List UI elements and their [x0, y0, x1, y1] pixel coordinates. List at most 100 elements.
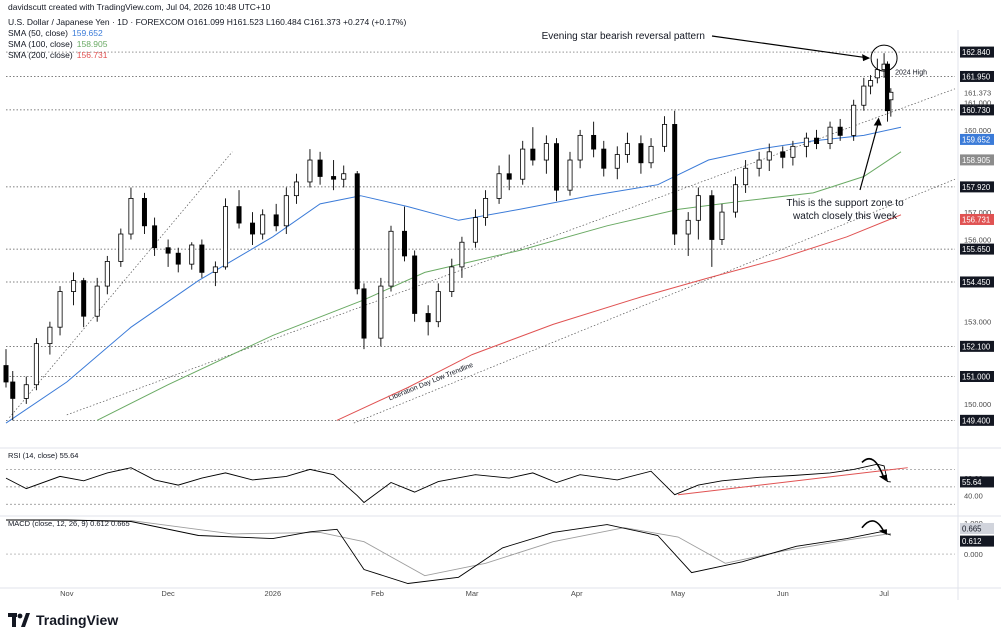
candle-body — [104, 261, 110, 287]
x-axis-label: Apr — [571, 589, 583, 598]
x-axis-label: Mar — [466, 589, 479, 598]
candle-body — [827, 126, 833, 145]
candle-body — [273, 214, 279, 227]
candle-body — [212, 266, 218, 273]
candle-body — [496, 173, 502, 199]
sma-line — [336, 214, 902, 421]
x-axis-label: 2026 — [264, 589, 281, 598]
candle-body — [47, 326, 53, 345]
candle-body — [506, 173, 512, 180]
candle-body — [449, 266, 455, 292]
tradingview-logo-icon — [8, 613, 30, 627]
candle-body — [672, 124, 678, 235]
x-axis-label: Jun — [777, 589, 789, 598]
rsi-trendline — [678, 467, 908, 496]
candle-body — [378, 285, 384, 339]
sma200-label: SMA (200, close) — [8, 50, 73, 60]
price-tick-label: 160.000 — [964, 126, 991, 135]
candle-body — [175, 252, 181, 265]
candle-body — [648, 145, 654, 164]
candle-body — [57, 291, 63, 328]
candle-body — [766, 151, 772, 161]
trendline-label: Liberation Day Low Trendline — [388, 362, 475, 403]
candle-body — [412, 255, 418, 314]
level-label-box — [960, 181, 994, 193]
candle-body — [614, 154, 620, 169]
candle-body — [128, 197, 134, 235]
candle-body — [553, 143, 559, 191]
level-label: 161.950 — [962, 72, 991, 81]
sma-line — [96, 151, 902, 421]
candle-body — [236, 206, 242, 224]
candle-body — [884, 63, 890, 112]
level-label-box — [960, 371, 994, 382]
candle-body — [888, 91, 894, 101]
price-tick-label: 161.000 — [964, 99, 991, 108]
candle-body — [307, 159, 313, 183]
candle-body — [10, 381, 16, 399]
rsi-value-label: 55.64 — [962, 478, 982, 487]
candle-body — [567, 159, 573, 191]
candle-body — [868, 80, 874, 87]
level-label: 149.400 — [962, 416, 991, 425]
level-label-box — [960, 340, 994, 352]
level-annotation: 2024 High — [895, 69, 927, 76]
candle-body — [530, 148, 536, 161]
rsi-tick-label: 40.00 — [964, 492, 983, 501]
sma50-legend: SMA (50, close) 159.652 — [8, 28, 103, 39]
level-label: 162.840 — [962, 48, 991, 57]
sma100-legend: SMA (100, close) 158.905 — [8, 39, 107, 50]
level-label-box — [960, 70, 994, 82]
candle-body — [756, 159, 762, 169]
candle-body — [341, 173, 347, 180]
macd-tick-label: 0.000 — [964, 550, 983, 559]
sma-value-label-box — [960, 213, 994, 225]
sma-value-label-box — [960, 133, 994, 145]
price-tick-label: 150.000 — [964, 400, 991, 409]
candle-body — [601, 148, 607, 169]
candle-body — [118, 233, 124, 262]
candle-body — [402, 230, 408, 257]
sma-value-label-box — [960, 154, 994, 166]
evening-star-annotation: Evening star bearish reversal pattern — [542, 31, 705, 42]
sma-value-label: 156.731 — [962, 215, 990, 224]
candle-body — [803, 137, 809, 147]
x-axis-label: Dec — [161, 589, 175, 598]
candle-body — [874, 69, 880, 79]
candle-body — [189, 244, 195, 265]
candle-body — [851, 104, 857, 136]
candle-body — [472, 217, 478, 243]
x-axis-label: May — [671, 589, 685, 598]
macd-signal-line — [5, 519, 891, 577]
candle-body — [459, 241, 465, 268]
macd-arrowhead — [878, 529, 887, 535]
trendline — [9, 151, 233, 418]
candle-body — [732, 184, 738, 213]
candle-body — [250, 222, 256, 235]
candle-body — [719, 211, 725, 240]
candle-body — [790, 145, 796, 158]
x-axis-label: Jul — [879, 589, 889, 598]
support-arrowhead — [873, 117, 882, 126]
candle-body — [331, 176, 337, 180]
candle-body — [71, 280, 77, 292]
candle-body — [81, 280, 87, 317]
price-tick-label: 153.000 — [964, 318, 991, 327]
candle-body — [743, 167, 749, 186]
x-axis-label: Feb — [371, 589, 384, 598]
candle-body — [638, 143, 644, 164]
tradingview-logo[interactable]: TradingView — [8, 612, 118, 628]
candle-body — [624, 143, 630, 155]
candle-body — [33, 343, 39, 386]
macd-signal-value-label-box — [960, 522, 994, 534]
candle-body — [483, 197, 489, 218]
evening-star-arrow — [711, 35, 870, 59]
rsi-title: RSI (14, close) 55.64 — [8, 451, 78, 460]
candle-body — [780, 151, 786, 158]
sma200-legend: SMA (200, close) 156.731 — [8, 50, 107, 61]
candle-body — [354, 173, 360, 290]
candle-body — [577, 134, 583, 161]
sma50-value: 159.652 — [72, 28, 103, 38]
rsi-line — [5, 463, 891, 504]
